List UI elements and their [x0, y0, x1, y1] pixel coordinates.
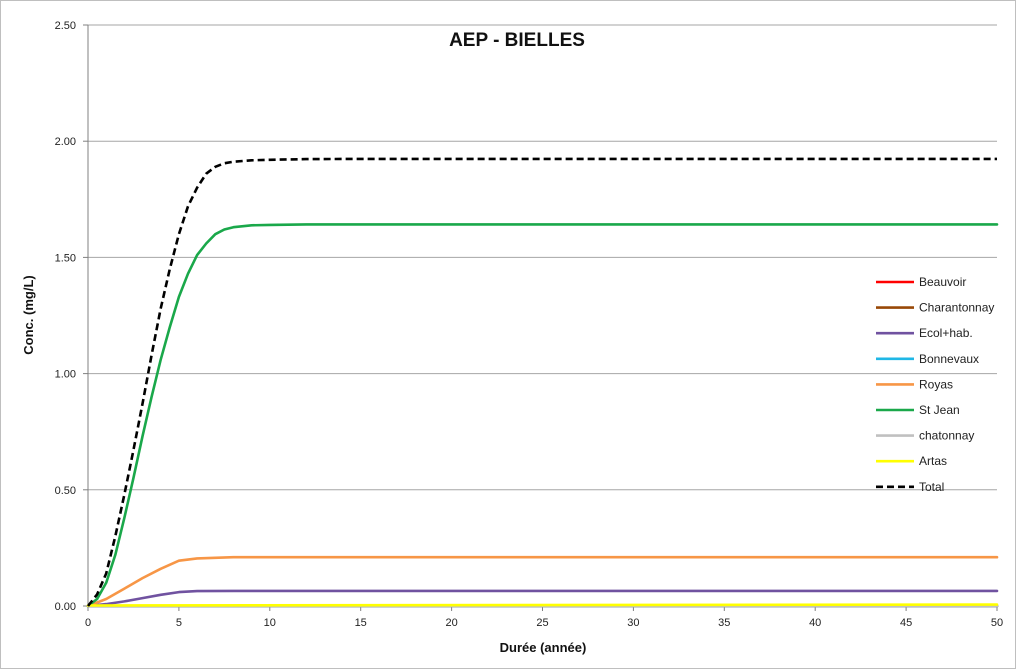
x-tick-label: 30 — [627, 617, 639, 629]
grid-lines — [88, 24, 997, 491]
y-tick-label: 1.50 — [55, 252, 76, 264]
legend-label: Charantonnay — [919, 301, 994, 315]
series-line-artas — [86, 603, 999, 607]
y-tick-label: 1.00 — [55, 369, 76, 381]
x-tick-labels: 0 5 10 15 20 25 30 35 40 45 50 — [85, 617, 1003, 629]
y-axis-title: Conc. (mg/L) — [21, 275, 36, 354]
legend-label: Artas — [919, 454, 947, 468]
legend-label: chatonnay — [919, 429, 974, 443]
x-tick-label: 5 — [176, 617, 182, 629]
legend-label: Beauvoir — [919, 275, 966, 289]
x-tick-label: 45 — [900, 617, 912, 629]
y-tick-label: 2.00 — [55, 136, 76, 148]
series-line-royas — [86, 555, 999, 608]
y-tick-label: 2.50 — [55, 20, 76, 32]
x-tick-label: 0 — [85, 617, 91, 629]
y-tick-label: 0.50 — [55, 485, 76, 497]
legend-label: Total — [919, 480, 944, 494]
x-tick-label: 35 — [718, 617, 730, 629]
x-tick-label: 10 — [264, 617, 276, 629]
series-line-total — [86, 157, 997, 607]
legend-label: Royas — [919, 377, 953, 391]
chart-title: AEP - BIELLES — [449, 30, 585, 51]
x-tick-label: 15 — [355, 617, 367, 629]
series-line-st-jean — [86, 223, 999, 608]
y-tick-label: 0.00 — [55, 601, 76, 613]
series-lines — [86, 157, 999, 608]
legend: Beauvoir Charantonnay Ecol+hab. Bonnevaux Ro… — [876, 275, 994, 494]
legend-label: Bonnevaux — [919, 352, 979, 366]
legend-label: St Jean — [919, 403, 960, 417]
y-tick-labels: 0.00 0.50 1.00 1.50 2.00 2.50 — [55, 20, 76, 613]
axes — [83, 24, 998, 611]
x-tick-label: 40 — [809, 617, 821, 629]
x-axis-title: Durée (année) — [500, 640, 587, 655]
series-line-ecol-hab- — [86, 589, 999, 608]
x-tick-label: 50 — [991, 617, 1003, 629]
x-tick-label: 20 — [445, 617, 457, 629]
legend-label: Ecol+hab. — [919, 326, 973, 340]
x-tick-label: 25 — [536, 617, 548, 629]
